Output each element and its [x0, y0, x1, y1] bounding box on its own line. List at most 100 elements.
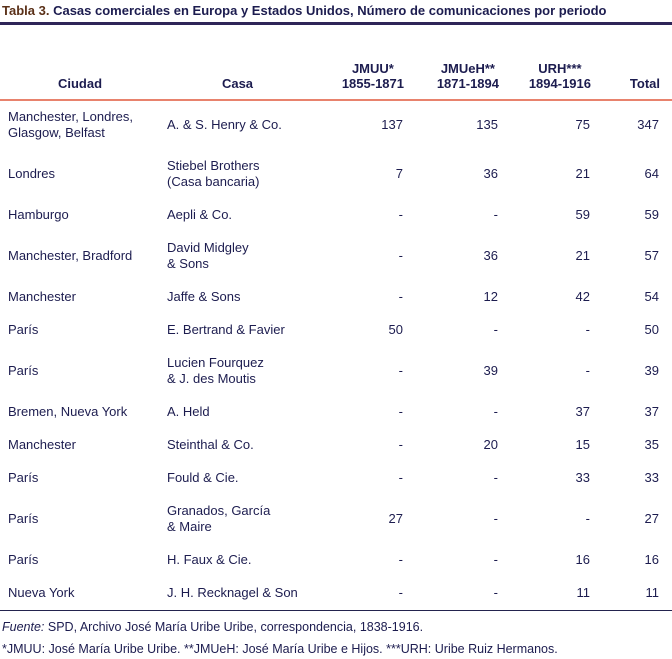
col-header-casa: Casa — [160, 25, 315, 101]
casa-cell: Steinthal & Co. — [167, 437, 254, 452]
jmuu-cell: 7 — [395, 166, 403, 181]
col-header-period: 1871-1894 — [436, 76, 499, 91]
col-header-jmueh: JMUeH** 1871-1894 — [407, 25, 502, 101]
jmueh-cell: 135 — [476, 117, 498, 132]
col-header-label: JMUU* — [351, 61, 394, 76]
casa-cell: J. H. Recknagel & Son — [160, 577, 315, 611]
ciudad-cell: Manchester — [8, 437, 76, 452]
jmueh-cell: 20 — [483, 437, 498, 452]
casa-cell: H. Faux & Cie. — [167, 552, 252, 567]
table-row: Manchester, Londres, Glasgow, Belfast A. &… — [0, 100, 672, 150]
total-cell: 27 — [644, 511, 659, 526]
casa-cell: A. Held — [167, 404, 210, 419]
urh-cell: - — [585, 363, 590, 378]
ciudad-cell: Manchester, Londres, Glasgow, Belfast — [8, 109, 134, 140]
col-header-label: Casa — [221, 76, 254, 91]
table-row: París H. Faux & Cie. - - 16 16 — [0, 544, 672, 577]
table-row: Bremen, Nueva York A. Held - - 37 37 — [0, 396, 672, 429]
col-header-period: 1855-1871 — [341, 76, 404, 91]
urh-cell: 11 — [502, 577, 594, 611]
jmuu-cell: - — [398, 363, 403, 378]
ciudad-cell: Manchester, Bradford — [8, 248, 133, 263]
jmuu-cell: - — [398, 289, 403, 304]
communications-table: Ciudad Casa JMUU* 1855-1871 JMUeH** 1871… — [0, 25, 672, 611]
urh-cell: 42 — [575, 289, 590, 304]
table-title-text: Casas comerciales en Europa y Estados Un… — [53, 3, 607, 18]
col-header-ciudad: Ciudad — [0, 25, 160, 101]
table-row: Manchester Jaffe & Sons - 12 42 54 — [0, 281, 672, 314]
urh-cell: 33 — [575, 470, 590, 485]
total-cell: 57 — [644, 248, 659, 263]
col-header-label: Ciudad — [57, 76, 103, 91]
total-cell: 39 — [644, 363, 659, 378]
casa-cell: A. & S. Henry & Co. — [167, 117, 282, 132]
ciudad-cell: París — [8, 363, 39, 378]
jmuu-cell: - — [398, 248, 403, 263]
urh-cell: 37 — [575, 404, 590, 419]
total-cell: 33 — [644, 470, 659, 485]
jmueh-cell: - — [493, 207, 498, 222]
total-cell: 54 — [644, 289, 659, 304]
ciudad-cell: París — [8, 322, 39, 337]
ciudad-cell: París — [8, 470, 39, 485]
table-row: París Granados, García & Maire 27 - - 27 — [0, 495, 672, 544]
urh-cell: 75 — [575, 117, 590, 132]
col-header-urh: URH*** 1894-1916 — [502, 25, 594, 101]
jmueh-cell: - — [493, 511, 498, 526]
casa-cell: Fould & Cie. — [167, 470, 239, 485]
jmueh-cell: 39 — [483, 363, 498, 378]
jmueh-cell: 36 — [483, 166, 498, 181]
table-row: Londres Stiebel Brothers (Casa bancaria) 7 3… — [0, 150, 672, 199]
col-header-jmuu: JMUU* 1855-1871 — [315, 25, 407, 101]
urh-cell: 16 — [575, 552, 590, 567]
jmuu-cell: - — [398, 404, 403, 419]
col-header-label: JMUeH** — [440, 61, 495, 76]
ciudad-cell: Hamburgo — [8, 207, 69, 222]
jmuu-cell: 27 — [388, 511, 403, 526]
jmueh-cell: - — [407, 577, 502, 611]
col-header-label: Total — [629, 76, 660, 91]
table-row: Nueva York J. H. Recknagel & Son - -11 11 — [0, 577, 672, 611]
urh-cell: - — [585, 511, 590, 526]
table-row: Hamburgo Aepli & Co. - - 59 59 — [0, 199, 672, 232]
table-row: Manchester Steinthal & Co. - 20 15 35 — [0, 429, 672, 462]
jmueh-cell: - — [493, 322, 498, 337]
total-cell: 50 — [644, 322, 659, 337]
jmuu-cell: - — [398, 207, 403, 222]
jmuu-cell: - — [315, 577, 407, 611]
table-title: Tabla 3. Casas comerciales en Europa y E… — [0, 2, 672, 25]
casa-cell: Jaffe & Sons — [167, 289, 241, 304]
jmueh-cell: 12 — [483, 289, 498, 304]
table-row: París Fould & Cie. - - 33 33 — [0, 462, 672, 495]
ciudad-cell: Londres — [8, 166, 55, 181]
col-header-period: 1894-1916 — [528, 76, 591, 91]
total-cell: 35 — [644, 437, 659, 452]
urh-cell: 15 — [575, 437, 590, 452]
casa-cell: E. Bertrand & Favier — [167, 322, 285, 337]
abbreviation-notes: *JMUU: José María Uribe Uribe. **JMUeH: … — [2, 642, 558, 656]
urh-cell: - — [585, 322, 590, 337]
col-header-total: Total — [594, 25, 672, 101]
jmuu-cell: 137 — [381, 117, 403, 132]
ciudad-cell: Nueva York — [0, 577, 160, 611]
table-number-label: Tabla 3. — [2, 3, 50, 18]
jmuu-cell: 50 — [388, 322, 403, 337]
total-cell: 347 — [637, 117, 659, 132]
jmueh-cell: - — [493, 552, 498, 567]
jmuu-cell: - — [398, 552, 403, 567]
urh-cell: 59 — [575, 207, 590, 222]
jmueh-cell: 36 — [483, 248, 498, 263]
table-body: Manchester, Londres, Glasgow, Belfast A. &… — [0, 100, 672, 611]
col-header-label: URH*** — [538, 61, 582, 76]
ciudad-cell: París — [8, 511, 39, 526]
total-cell: 64 — [644, 166, 659, 181]
casa-cell: Lucien Fourquez & J. des Moutis — [167, 355, 264, 386]
ciudad-cell: Bremen, Nueva York — [8, 404, 128, 419]
total-cell: 59 — [644, 207, 659, 222]
source-note: Fuente: SPD, Archivo José María Uribe Ur… — [2, 619, 670, 635]
total-cell: 37 — [644, 404, 659, 419]
ciudad-cell: París — [8, 552, 39, 567]
table-row: Manchester, Bradford David Midgley & Sons -… — [0, 232, 672, 281]
jmueh-cell: - — [493, 470, 498, 485]
urh-cell: 21 — [575, 248, 590, 263]
